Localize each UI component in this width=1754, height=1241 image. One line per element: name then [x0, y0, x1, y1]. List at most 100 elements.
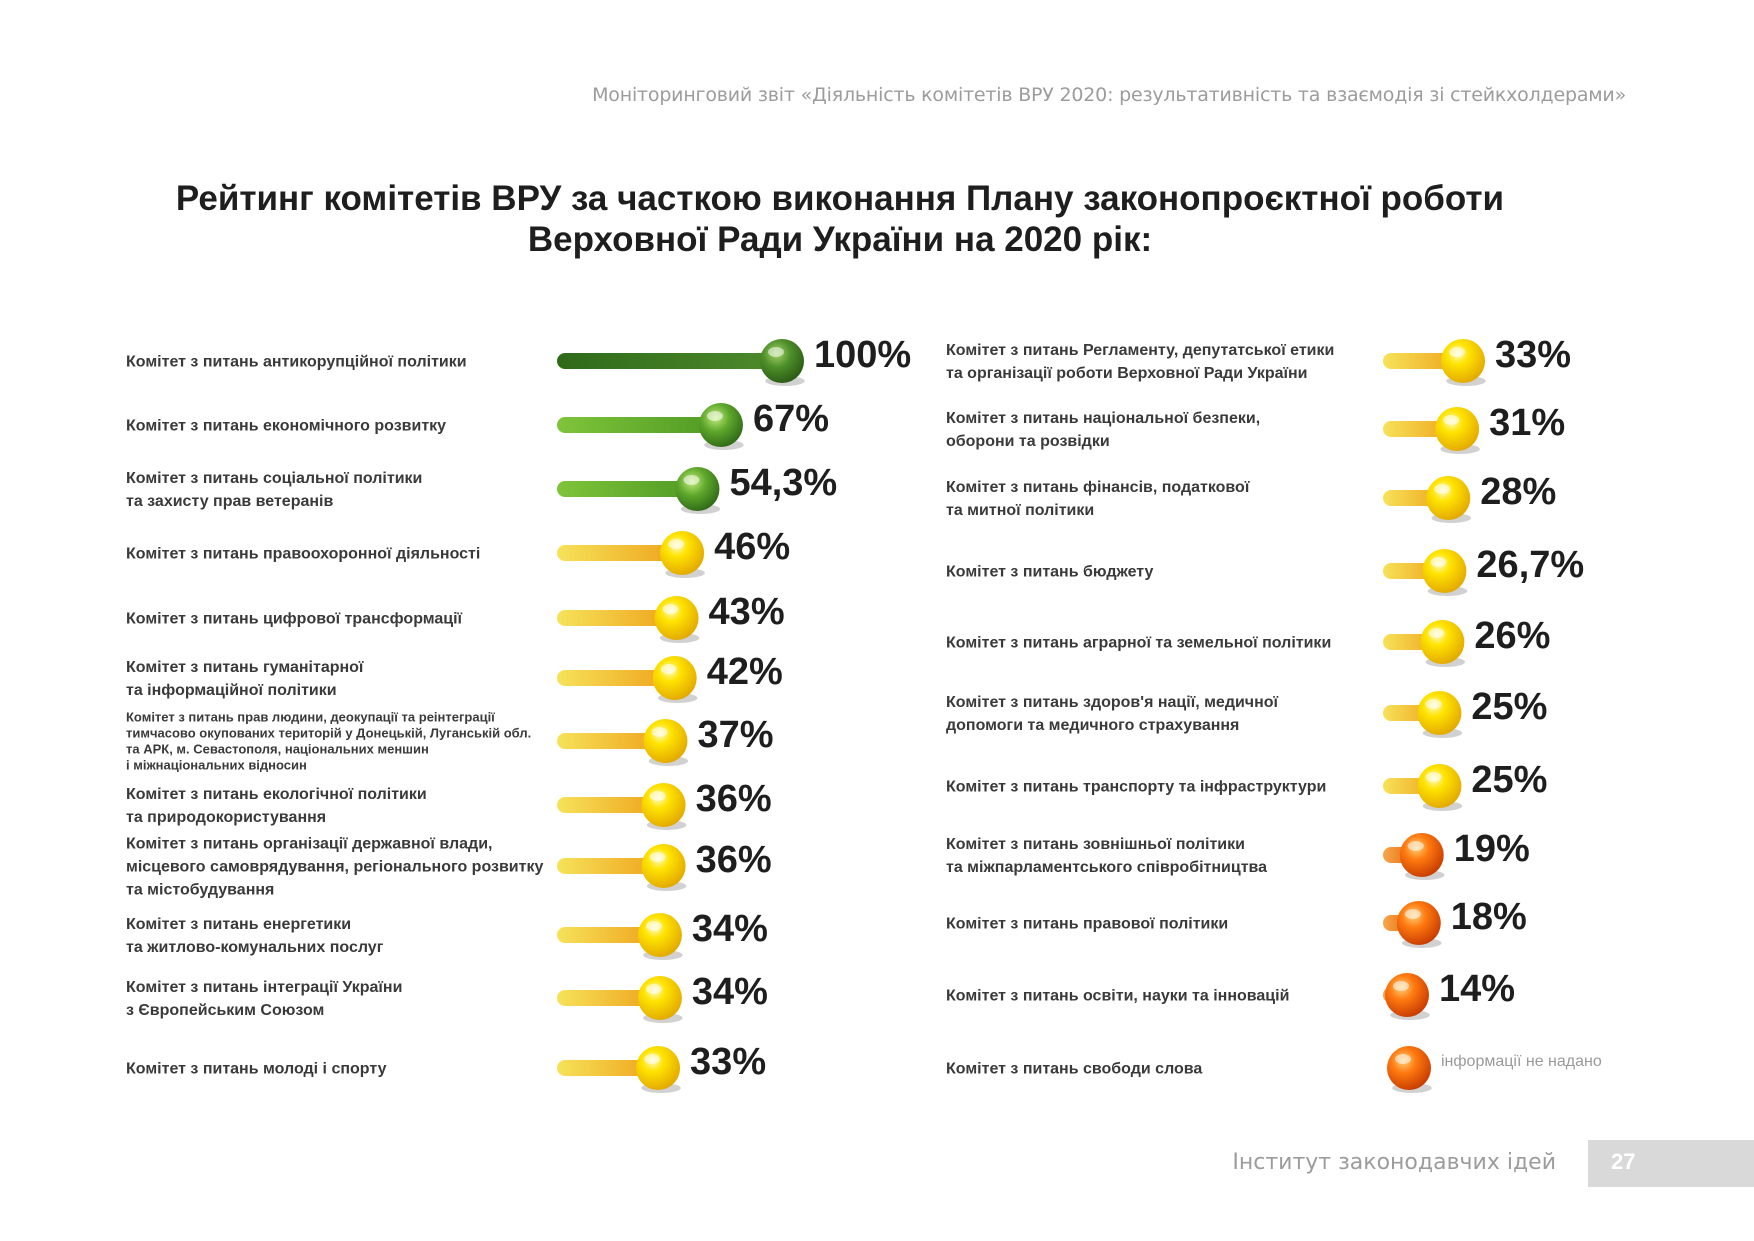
category-label: Комітет з питань свободи слова [946, 1061, 1202, 1078]
value-label: 26,7% [1476, 544, 1584, 586]
category-label-line: Комітет з питань свободи слова [946, 1061, 1202, 1078]
ball-highlight [1428, 628, 1445, 638]
ball-highlight [1404, 909, 1421, 919]
category-label: Комітет з питань національної безпеки, об… [946, 410, 1260, 450]
footer-org: Інститут законодавчих ідей [1232, 1150, 1556, 1175]
ball-highlight [1395, 1054, 1411, 1064]
bar [557, 1060, 659, 1076]
value-label: 33% [1495, 334, 1571, 376]
category-label: Комітет з питань молоді і спорту [126, 1061, 387, 1078]
chart-row: Комітет з питань фінансів, податкової та … [946, 471, 1556, 523]
ball-highlight [1393, 981, 1409, 991]
value-label: 33% [690, 1041, 766, 1083]
bar [557, 670, 675, 686]
category-label-line: Комітет з питань правової політики [946, 916, 1228, 933]
category-label: Комітет з питань екологічної політики та … [126, 786, 427, 826]
chart-title-line-1: Рейтинг комітетів ВРУ за часткою виконан… [175, 179, 1505, 218]
ball-highlight [644, 1054, 661, 1064]
ball-highlight [706, 411, 723, 421]
value-label: 25% [1471, 686, 1547, 728]
chart-row: Комітет з питань економічного розвитку 67… [126, 398, 829, 450]
value-label: 46% [714, 526, 790, 568]
category-label-line: Комітет з питань молоді і спорту [126, 1061, 387, 1078]
category-label-line: Комітет з питань цифрової трансформації [126, 611, 463, 628]
value-ball [1422, 549, 1467, 593]
category-label: Комітет з питань здоров'я нації, медично… [946, 694, 1279, 734]
chart-row: Комітет з питань бюджету 26,7% [946, 544, 1584, 596]
value-ball [641, 844, 686, 888]
category-label-line: та житлово-комунальних послуг [126, 939, 384, 956]
category-label-line: і міжнаціональних відносин [126, 758, 307, 773]
ball-highlight [1449, 347, 1465, 357]
category-label-line: Комітет з питань бюджету [946, 564, 1154, 581]
value-label: 26% [1474, 615, 1550, 657]
category-label: Комітет з питань антикорупційної політик… [126, 354, 467, 371]
ball-highlight [645, 984, 662, 994]
chart-row: Комітет з питань свободи слова інформації… [946, 1046, 1602, 1093]
category-label: Комітет з питань транспорту та інфрастру… [946, 779, 1326, 796]
value-ball [1417, 764, 1462, 808]
chart-title-line-2: Верховної Ради України на 2020 рік: [527, 220, 1153, 259]
category-label: Комітет з питань гуманітарної та інформац… [126, 659, 364, 699]
value-label: 37% [697, 714, 773, 756]
category-label: Комітет з питань енергетики та житлово-ко… [126, 916, 384, 956]
ball-highlight [645, 921, 662, 931]
bar [557, 927, 660, 943]
chart-row: Комітет з питань організації державної в… [126, 836, 772, 899]
category-label-line: та організації роботи Верховної Ради Укр… [946, 365, 1308, 382]
chart-row: Комітет з питань Регламенту, депутатсько… [946, 334, 1571, 386]
category-label-line: та захисту прав ветеранів [126, 493, 333, 510]
ball-highlight [651, 727, 668, 737]
value-label: 36% [696, 839, 772, 881]
category-label-line: з Європейським Союзом [126, 1002, 324, 1019]
bar [557, 733, 666, 749]
chart-row: Комітет з питань енергетики та житлово-ко… [126, 908, 768, 960]
value-label: 36% [696, 778, 772, 820]
ball-highlight [649, 791, 666, 801]
chart-row: Комітет з питань гуманітарної та інформац… [126, 651, 783, 703]
category-label-line: Комітет з питань соціальної політики [126, 470, 422, 487]
value-label: 14% [1439, 968, 1515, 1010]
value-label: 19% [1454, 828, 1530, 870]
value-ball [1417, 691, 1462, 735]
category-label: Комітет з питань цифрової трансформації [126, 611, 463, 628]
bar [557, 417, 721, 433]
category-label-line: та АРК, м. Севастополя, національних мен… [126, 742, 429, 757]
value-ball [641, 783, 686, 827]
value-ball [654, 596, 699, 640]
category-label: Комітет з питань зовнішньої політики та м… [946, 836, 1267, 876]
bar [557, 797, 664, 813]
category-label-line: Комітет з питань гуманітарної [126, 659, 364, 676]
chart-row: Комітет з питань правоохоронної діяльнос… [126, 526, 790, 578]
category-label-line: Комітет з питань правоохоронної діяльнос… [126, 546, 480, 563]
ball-highlight [1430, 557, 1447, 567]
chart-row: Комітет з питань освіти, науки та іннова… [946, 968, 1515, 1020]
value-ball [660, 531, 705, 575]
bar [557, 545, 683, 561]
value-ball [698, 403, 743, 447]
value-label: 100% [814, 334, 911, 376]
value-ball [1396, 901, 1441, 945]
value-ball [1387, 1046, 1431, 1090]
chart-row: Комітет з питань цифрової трансформації 4… [126, 591, 785, 643]
category-label: Комітет з питань аграрної та земельної п… [946, 635, 1331, 652]
ball-highlight [1407, 841, 1424, 851]
chart-row: Комітет з питань інтеграції України з Євр… [126, 971, 768, 1023]
value-label: 31% [1489, 402, 1565, 444]
bar [557, 353, 782, 369]
chart-row: Комітет з питань аграрної та земельної п… [946, 615, 1550, 667]
category-label-line: та містобудування [126, 882, 274, 899]
category-label: Комітет з питань організації державної в… [126, 836, 543, 899]
chart-row: Комітет з питань транспорту та інфрастру… [946, 759, 1547, 811]
chart-title: Рейтинг комітетів ВРУ за часткою виконан… [0, 178, 1680, 260]
ball-highlight [768, 347, 784, 357]
ball-highlight [662, 604, 679, 614]
category-label-line: Комітет з питань національної безпеки, [946, 410, 1260, 427]
category-label: Комітет з питань економічного розвитку [126, 418, 446, 435]
category-label-line: Комітет з питань транспорту та інфрастру… [946, 779, 1326, 796]
category-label-line: Комітет з питань енергетики [126, 916, 351, 933]
bar [557, 610, 677, 626]
category-label: Комітет з питань бюджету [946, 564, 1154, 581]
category-label-line: та митної політики [946, 502, 1094, 519]
category-label: Комітет з питань інтеграції України з Євр… [126, 979, 402, 1019]
